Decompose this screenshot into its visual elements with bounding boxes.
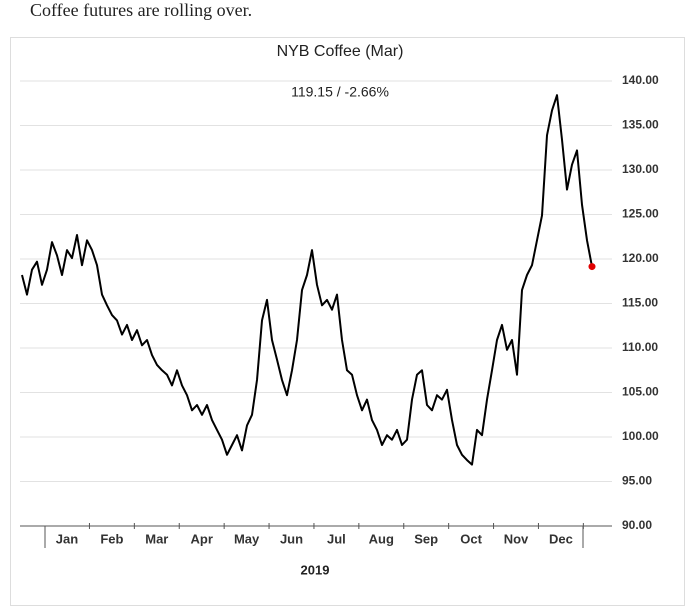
month-label: Aug — [369, 531, 394, 546]
chart-frame — [10, 37, 685, 606]
month-label: Jan — [56, 531, 78, 546]
y-tick-label: 95.00 — [622, 474, 652, 488]
month-label: Dec — [549, 531, 573, 546]
x-axis-label: 2019 — [301, 562, 330, 577]
y-tick-label: 110.00 — [622, 340, 658, 354]
y-tick-label: 135.00 — [622, 118, 659, 132]
month-label: Feb — [100, 531, 123, 546]
month-label: Jul — [327, 531, 346, 546]
month-label: Oct — [460, 531, 482, 546]
y-tick-label: 115.00 — [622, 296, 658, 310]
y-tick-label: 140.00 — [622, 73, 659, 87]
caption: Coffee futures are rolling over. — [30, 0, 253, 20]
y-tick-label: 125.00 — [622, 207, 659, 221]
chart-subtitle: 119.15 / -2.66% — [291, 84, 389, 100]
price-line — [21, 94, 593, 466]
y-tick-label: 105.00 — [622, 385, 659, 399]
last-price-dot — [588, 263, 596, 271]
y-tick-label: 120.00 — [622, 251, 659, 265]
y-tick-label: 100.00 — [622, 429, 659, 443]
month-label: Apr — [191, 531, 213, 546]
month-label: Nov — [504, 531, 529, 546]
y-tick-label: 130.00 — [622, 162, 659, 176]
month-label: Sep — [414, 531, 438, 546]
month-label: May — [234, 531, 260, 546]
chart-title: NYB Coffee (Mar) — [277, 43, 404, 60]
y-tick-label: 90.00 — [622, 518, 652, 532]
month-label: Mar — [145, 531, 168, 546]
month-label: Jun — [280, 531, 303, 546]
